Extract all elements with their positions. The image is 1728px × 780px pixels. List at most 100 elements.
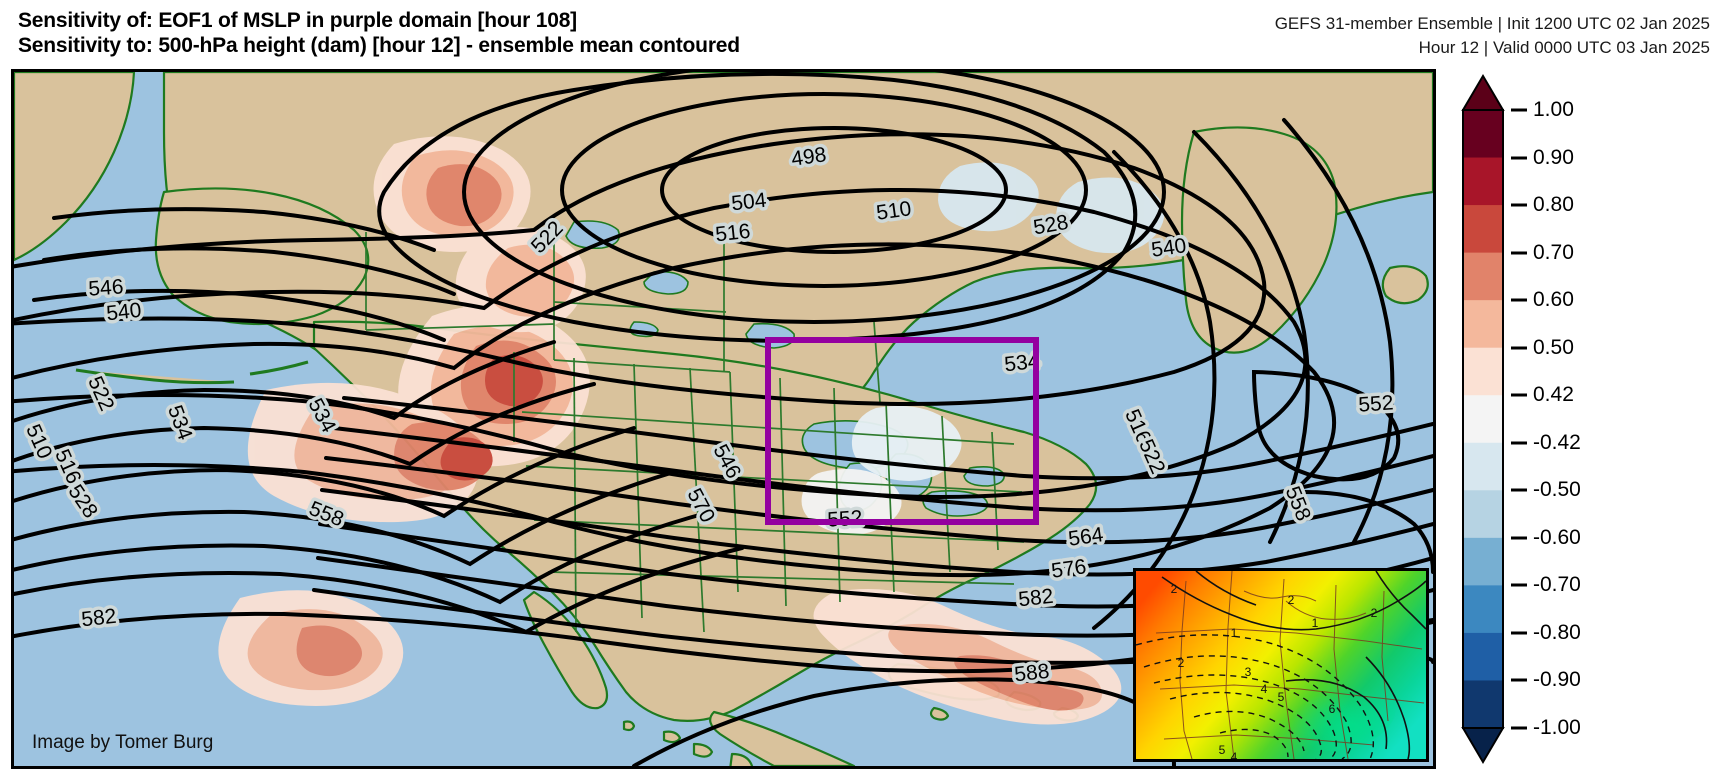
inset-contour-label: 2 xyxy=(1171,582,1178,596)
colorbar-tick-label: -0.60 xyxy=(1533,525,1581,549)
purple-eof-domain-box xyxy=(765,337,1039,525)
great-slave-lake xyxy=(643,270,689,295)
contour-546-alaska xyxy=(52,207,436,252)
colorbar-segment xyxy=(1463,490,1503,539)
map-panel[interactable]: 498 504 510 516 522 528 540 546 540 522 534 534 534 5… xyxy=(11,69,1436,769)
contour-510 xyxy=(462,72,1166,324)
colorbar-segment xyxy=(1463,632,1503,682)
colorbar-panel: 1.00 0.90 0.80 0.70 0.60 0.50 0.42 -0.42 -0.50 -0… xyxy=(1459,69,1719,769)
contour-label: 510 xyxy=(875,197,913,225)
colorbar-tick-label: 0.60 xyxy=(1533,288,1574,312)
inset-contour-label: 4 xyxy=(1231,750,1238,759)
colorbar-tick xyxy=(1511,631,1527,635)
colorbar-tick xyxy=(1511,156,1527,160)
contour-label: 588 xyxy=(1013,660,1050,687)
contour-498 xyxy=(660,126,1008,254)
shading-blob-cool-1 xyxy=(938,162,1039,232)
contour-528 xyxy=(14,188,1308,499)
colorbar-tick-label: 0.90 xyxy=(1533,145,1574,169)
colorbar-tick-label: 1.00 xyxy=(1533,98,1574,121)
colorbar-tick-label: -0.80 xyxy=(1533,620,1581,644)
contour-label: 516 xyxy=(714,220,751,247)
contour-label: 540 xyxy=(1150,234,1188,262)
inset-contour-label: 5 xyxy=(1278,690,1285,704)
inset-contour-label: 1 xyxy=(1231,626,1238,640)
colorbar-swatches[interactable] xyxy=(1459,74,1507,764)
colorbar-segment xyxy=(1463,680,1503,729)
inset-contour-label: 6 xyxy=(1329,702,1336,716)
colorbar-segment xyxy=(1463,157,1503,206)
inset-eof-core xyxy=(1256,663,1396,751)
colorbar-tick xyxy=(1511,536,1527,540)
colorbar-tick xyxy=(1511,393,1527,397)
colorbar-segment xyxy=(1463,442,1503,491)
contour-534-alaska xyxy=(32,288,446,342)
colorbar-tick-label: 0.42 xyxy=(1533,383,1574,407)
sensitivity-to-title: Sensitivity to: 500-hPa height (dam) [ho… xyxy=(18,34,740,57)
contour-558-east xyxy=(1302,490,1433,574)
jamaica xyxy=(929,706,950,721)
inset-dashed-contours xyxy=(1136,634,1374,759)
colorbar-segment xyxy=(1463,585,1503,634)
header-left-block: Sensitivity of: EOF1 of MSLP in purple d… xyxy=(18,8,740,58)
colorbar-segment xyxy=(1463,110,1503,159)
header-right-block: GEFS 31-member Ensemble | Init 1200 UTC … xyxy=(1275,12,1710,60)
colorbar-segment xyxy=(1463,395,1503,444)
colorbar-tick xyxy=(1511,108,1527,112)
inset-contour-label: 2 xyxy=(1178,656,1185,670)
contour-east-trough-2 xyxy=(1192,130,1310,544)
colorbar-segment xyxy=(1463,252,1503,301)
figure-header: Sensitivity of: EOF1 of MSLP in purple d… xyxy=(0,0,1728,68)
colorbar-tick xyxy=(1511,488,1527,492)
colorbar-tick-label: 0.70 xyxy=(1533,240,1574,264)
contour-540-alaska xyxy=(42,246,456,296)
siberia-landmass xyxy=(14,72,136,262)
inset-contour-label: 4 xyxy=(1261,682,1268,696)
political-borders-layer xyxy=(365,224,1025,633)
contour-label: 564 xyxy=(1067,523,1105,551)
colorbar-tick xyxy=(1511,441,1527,445)
colorbar-tick-label: -0.50 xyxy=(1533,478,1581,502)
contour-label: 540 xyxy=(105,299,142,326)
colorbar-tick-label: -1.00 xyxy=(1533,716,1581,739)
inset-contour-label: 3 xyxy=(1245,665,1252,679)
contour-516 xyxy=(377,72,1138,343)
contour-label: 498 xyxy=(790,143,828,171)
ensemble-init-info: GEFS 31-member Ensemble | Init 1200 UTC … xyxy=(1274,14,1710,33)
iceland-landmass xyxy=(1381,265,1429,305)
colorbar-tick xyxy=(1511,203,1527,207)
contour-label: 552 xyxy=(1358,391,1395,416)
inset-state-borders xyxy=(1155,571,1425,759)
map-canvas: 498 504 510 516 522 528 540 546 540 522 534 534 534 5… xyxy=(14,72,1433,766)
colorbar-outline xyxy=(1462,109,1504,729)
contour-504 xyxy=(560,92,1088,288)
colorbar-segment xyxy=(1463,205,1503,254)
contour-522 xyxy=(14,132,1267,406)
colorbar-segment xyxy=(1463,537,1503,586)
inset-contour-label: 2 xyxy=(1288,593,1295,607)
contour-label: 582 xyxy=(80,605,117,632)
contour-552-closed xyxy=(1251,369,1401,482)
contour-label: 546 xyxy=(88,275,125,300)
contour-east-trough xyxy=(1092,150,1217,630)
colorbar-tick xyxy=(1511,298,1527,302)
contour-label: 504 xyxy=(730,189,768,216)
colorbar-tick-label: -0.90 xyxy=(1533,668,1581,692)
colorbar-over-arrow xyxy=(1461,74,1505,111)
hawaii-islands xyxy=(622,720,754,766)
colorbar-tick-label: 0.50 xyxy=(1533,335,1574,359)
sensitivity-of-title: Sensitivity of: EOF1 of MSLP in purple d… xyxy=(18,9,577,32)
inset-contour-label: 2 xyxy=(1371,606,1378,620)
contour-label: 576 xyxy=(1050,555,1088,583)
inset-solid-contours xyxy=(1161,571,1426,759)
colorbar-tick-label: -0.42 xyxy=(1533,430,1581,454)
contour-east-trough-3 xyxy=(1282,118,1395,544)
inset-contour-label: 1 xyxy=(1312,616,1319,630)
colorbar-tick xyxy=(1511,346,1527,350)
contour-pacific-band xyxy=(14,340,744,635)
